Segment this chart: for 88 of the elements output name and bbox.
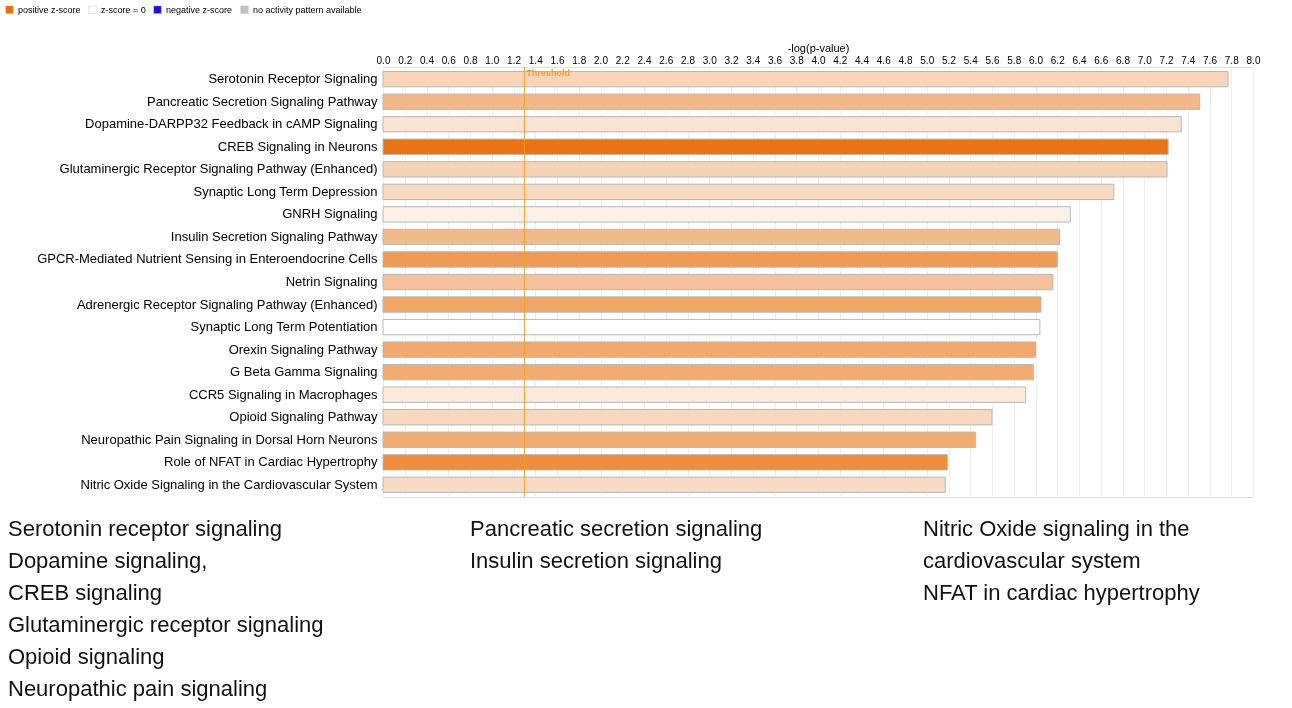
x-tick-label: 4.0 [811,54,826,66]
y-tick-label: Synaptic Long Term Potentiation [190,319,378,335]
y-tick-label: Synaptic Long Term Depression [193,183,378,199]
x-tick-label: 1.8 [572,54,587,66]
bar [382,431,977,448]
bar [382,71,1229,88]
x-tick-label: 3.0 [702,54,718,66]
bar [382,454,948,471]
x-tick-label: 3.8 [789,54,805,66]
bar [382,318,1041,336]
y-tick-label: GPCR-Mediated Nutrient Sensing in Enteroendocrine Cells [37,251,378,267]
text: Nitric Oxide signaling in the cardiovascular system NFAT in cardiac hypertrophy [923,516,1200,605]
x-tick-label: 5.6 [985,54,1000,66]
y-tick-label: Netrin Signaling [285,274,378,289]
bar [382,296,1042,313]
y-tick-label: CREB Signaling in Neurons [217,138,378,154]
x-tick-label: 6.0 [1029,54,1044,66]
x-tick-label: 2.6 [659,54,674,66]
y-tick-label: Dopamine-DARPP32 Feedback in cAMP Signaling [85,116,378,132]
x-tick-label: 7.0 [1137,54,1153,66]
x-tick-label: 2.2 [615,54,631,66]
x-tick-label: 5.2 [942,54,957,66]
y-tick-label: CCR5 Signaling in Macrophages [188,386,378,402]
x-tick-label: 7.4 [1181,54,1196,66]
y-tick-label: GNRH Signaling [282,206,378,222]
x-tick-label: 2.8 [681,54,696,66]
y-tick-label: Orexin Signaling Pathway [228,341,378,357]
x-tick-label: 5.0 [920,54,935,66]
x-tick-label: 0.2 [398,54,413,66]
x-tick-label: 6.2 [1050,54,1066,66]
bar [382,476,946,493]
bar [382,93,1201,110]
y-tick-label: Opioid Signaling Pathway [229,409,378,425]
y-tick-label: Adrenergic Receptor Signaling Pathway (Enhanced) [76,296,378,312]
legend-label: z-score = 0 [101,4,146,15]
x-tick-label: 0.6 [441,54,457,66]
bar [382,161,1168,178]
x-tick-label: 1.6 [550,54,565,66]
x-axis-title: -log(p-value) [787,41,850,54]
bar [382,138,1169,155]
x-tick-label: 1.4 [528,54,544,66]
bar [382,116,1182,133]
y-tick-label: Insulin Secretion Signaling Pathway [170,228,378,244]
x-tick-label: 4.8 [898,54,913,66]
x-tick-label: 7.8 [1224,54,1240,66]
bar [382,341,1036,358]
bar [382,386,1027,403]
x-tick-label: 7.2 [1159,54,1174,66]
y-tick-label: Role of NFAT in Cardiac Hypertrophy [164,454,378,470]
y-tick-label: Glutaminergic Receptor Signaling Pathway (Enhanced) [59,161,378,177]
bar [382,183,1115,201]
x-tick-label: 3.6 [768,54,783,66]
x-tick-label: 1.0 [485,54,500,66]
x-tick-label: 2.0 [594,54,609,66]
x-tick-label: 1.2 [507,54,522,66]
text: Serotonin receptor signaling Dopamine signaling, CREB signaling Glutaminergic receptor signaling Opioid signaling Neuropathic pain signaling [8,516,324,701]
x-tick-label: 6.4 [1072,54,1087,66]
bar [382,273,1054,291]
x-tick-label: 3.4 [746,54,761,66]
x-tick-label: 5.4 [963,54,979,66]
x-tick-label: 7.6 [1203,54,1218,66]
x-tick-label: 6.6 [1094,54,1109,66]
bar [382,251,1058,268]
bar [382,206,1071,223]
x-tick-label: 4.4 [855,54,870,66]
x-tick-label: 8.0 [1246,54,1261,66]
legend-label: no activity pattern available [253,4,362,15]
x-tick-label: 3.2 [724,54,739,66]
x-tick-label: 5.8 [1007,54,1022,66]
bar [382,409,993,426]
bar [382,228,1060,246]
text: Pancreatic secretion signaling Insulin secretion signaling [470,516,763,573]
ref-line-label: Threshold [526,68,570,78]
y-tick-label: Nitric Oxide Signaling in the Cardiovascular System [80,476,378,492]
x-tick-label: 6.8 [1116,54,1131,66]
y-tick-label: G Beta Gamma Signaling [230,364,378,380]
x-tick-label: 0.4 [420,54,435,66]
legend-label: negative z-score [166,4,233,15]
y-tick-label: Serotonin Receptor Signaling [208,71,378,87]
bar [382,363,1034,381]
x-tick-label: 0.8 [463,54,478,66]
x-tick-label: 4.6 [876,54,892,66]
legend-label: positive z-score [18,4,81,15]
y-tick-label: Pancreatic Secretion Signaling Pathway [146,93,378,109]
x-tick-label: 4.2 [833,54,848,66]
x-tick-label: 2.4 [637,54,652,66]
x-tick-label: 0.0 [376,54,391,66]
y-tick-label: Neuropathic Pain Signaling in Dorsal Horn Neurons [81,431,378,447]
